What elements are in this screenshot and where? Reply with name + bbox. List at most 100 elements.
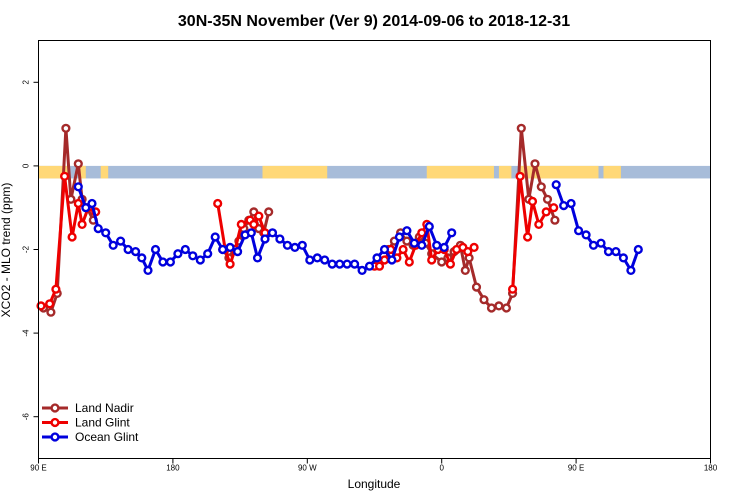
data-point-ocean-glint-40 [364, 261, 375, 271]
data-point-ocean-glint-20 [218, 244, 228, 255]
data-point-land-glint-9 [213, 198, 223, 209]
x-tick-label-0: 90 E [30, 464, 46, 473]
data-point-land-nadir-36 [494, 301, 504, 311]
data-point-ocean-glint-10 [143, 265, 153, 276]
data-point-ocean-glint-35 [327, 259, 337, 269]
data-point-ocean-glint-29 [282, 240, 293, 250]
data-point-ocean-glint-43 [387, 255, 397, 265]
data-point-ocean-glint-50 [439, 242, 449, 253]
data-point-ocean-glint-56 [581, 230, 591, 240]
data-point-land-glint-24 [404, 257, 414, 267]
band-highlight-2 [100, 165, 109, 179]
legend-marker-land-glint [50, 417, 60, 428]
data-point-ocean-glint-7 [123, 244, 133, 255]
y-tick-label-4: -6 [22, 413, 31, 421]
y-tick-label-1: 0 [22, 163, 31, 168]
data-point-land-glint-4 [67, 232, 77, 242]
data-point-land-nadir-31 [460, 265, 470, 276]
data-point-ocean-glint-42 [379, 244, 390, 255]
band-highlight-7 [603, 165, 621, 179]
data-point-ocean-glint-26 [260, 234, 270, 244]
data-point-land-glint-41 [541, 207, 551, 217]
series-land-nadir [38, 123, 560, 317]
data-point-ocean-glint-15 [180, 244, 190, 255]
x-tick-label-5: 180 [704, 464, 718, 473]
data-point-ocean-glint-36 [335, 259, 345, 269]
data-point-ocean-glint-59 [603, 247, 614, 257]
data-point-ocean-glint-25 [252, 253, 263, 263]
data-point-ocean-glint-55 [573, 226, 584, 236]
data-point-ocean-glint-53 [559, 201, 569, 211]
series-line-land-glint-3 [511, 174, 555, 290]
x-tick-label-4: 90 E [568, 464, 584, 473]
data-coverage-band [38, 165, 711, 179]
data-point-ocean-glint-51 [447, 228, 457, 238]
data-point-land-glint-5 [73, 198, 83, 209]
data-point-land-glint-20 [379, 255, 390, 265]
data-point-ocean-glint-19 [210, 232, 220, 242]
data-point-ocean-glint-13 [165, 257, 176, 267]
legend-marker-land-nadir [50, 403, 60, 413]
data-point-land-glint-23 [398, 244, 408, 255]
chart-title: 30N-35N November (Ver 9) 2014-09-06 to 2… [178, 13, 570, 30]
data-point-ocean-glint-48 [424, 221, 434, 232]
legend-label-land-nadir: Land Nadir [75, 401, 134, 415]
x-tick-label-2: 90 W [298, 464, 317, 473]
band-highlight-3 [262, 165, 328, 179]
data-point-ocean-glint-46 [409, 238, 419, 248]
data-point-ocean-glint-32 [305, 255, 315, 265]
data-point-land-glint-40 [534, 219, 544, 230]
band-highlight-5 [498, 165, 512, 179]
data-point-land-nadir-37 [501, 303, 512, 313]
data-point-ocean-glint-24 [246, 228, 256, 238]
data-point-ocean-glint-14 [173, 249, 183, 259]
data-point-land-nadir-41 [530, 159, 540, 169]
data-point-land-glint-13 [236, 219, 246, 230]
data-point-ocean-glint-17 [195, 255, 205, 265]
data-point-land-glint-11 [225, 259, 235, 269]
data-point-land-glint-26 [417, 228, 427, 238]
y-tick-label-3: -4 [22, 329, 31, 337]
legend-label-land-glint: Land Glint [75, 416, 130, 430]
y-axis-label: XCO2 - MLO trend (ppm) [0, 183, 13, 318]
data-point-land-nadir-33 [471, 282, 482, 292]
data-point-land-nadir-39 [516, 123, 526, 133]
y-tick-label-2: -2 [22, 245, 31, 253]
data-point-land-glint-1 [45, 299, 55, 309]
data-point-land-glint-19 [374, 261, 385, 271]
data-point-land-nadir-5 [73, 159, 83, 169]
data-point-ocean-glint-61 [618, 253, 629, 263]
y-tick-label-0: 2 [22, 80, 31, 85]
data-point-land-glint-35 [469, 242, 479, 253]
data-point-ocean-glint-28 [275, 234, 285, 244]
data-point-ocean-glint-54 [566, 198, 576, 209]
data-point-ocean-glint-21 [225, 242, 235, 253]
data-point-ocean-glint-62 [626, 265, 636, 276]
data-point-land-glint-38 [522, 232, 533, 242]
data-point-ocean-glint-41 [372, 253, 382, 263]
data-point-ocean-glint-44 [394, 232, 405, 242]
data-point-land-nadir-3 [61, 123, 71, 133]
data-point-ocean-glint-52 [551, 180, 561, 190]
band-highlight-6 [518, 165, 599, 179]
x-tick-label-3: 0 [439, 464, 444, 473]
data-point-land-glint-28 [427, 255, 437, 265]
data-point-ocean-glint-16 [188, 251, 198, 261]
data-point-ocean-glint-5 [108, 240, 118, 250]
data-point-land-glint-6 [77, 219, 87, 230]
data-point-ocean-glint-37 [342, 259, 352, 269]
data-point-ocean-glint-27 [267, 228, 278, 238]
band-highlight-4 [426, 165, 494, 179]
data-point-ocean-glint-4 [101, 228, 111, 238]
data-point-ocean-glint-22 [233, 247, 243, 257]
data-point-ocean-glint-9 [137, 253, 147, 263]
data-point-ocean-glint-11 [150, 244, 161, 255]
data-point-ocean-glint-45 [402, 226, 412, 236]
legend-label-ocean-glint: Ocean Glint [75, 430, 139, 444]
x-axis-label: Longitude [348, 477, 401, 491]
data-point-land-nadir-43 [542, 194, 553, 204]
legend-marker-ocean-glint [50, 432, 60, 442]
data-point-ocean-glint-63 [633, 244, 643, 255]
data-point-land-glint-31 [445, 259, 456, 269]
